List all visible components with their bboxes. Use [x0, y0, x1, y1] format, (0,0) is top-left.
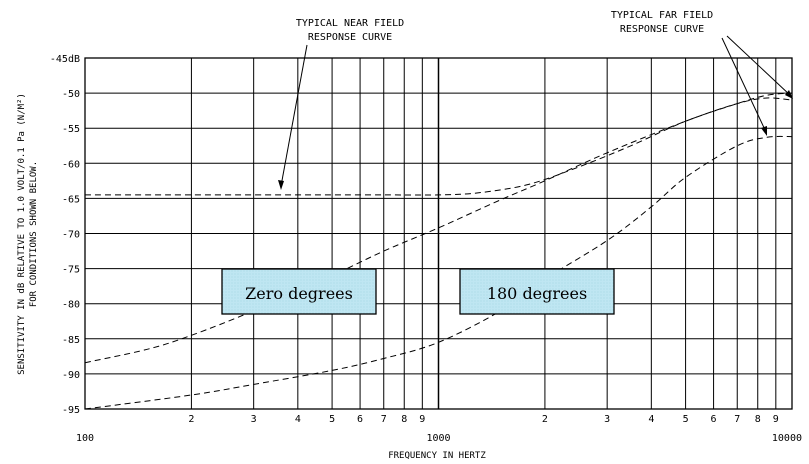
grid-lines — [85, 58, 792, 409]
far-field-label-line2: RESPONSE CURVE — [620, 24, 704, 35]
response-curve-2 — [84, 97, 793, 364]
x-minor-tick-label: 4 — [648, 414, 654, 425]
x-tick-labels: 100 1000 10000 2 3 4 5 6 7 8 9 2 3 4 5 6 7 8 9 — [76, 414, 802, 444]
far-field-label-line1: TYPICAL FAR FIELD — [611, 10, 713, 21]
far-field-arrow-head-1 — [761, 126, 767, 136]
x-tick-label: 1000 — [426, 433, 450, 444]
180-degrees-box-rect — [459, 268, 615, 315]
y-tick-label: -85 — [62, 335, 80, 346]
far-field-arrow-head-2 — [785, 90, 793, 99]
x-axis-title: FREQUENCY IN HERTZ — [388, 451, 486, 461]
x-minor-tick-label: 2 — [542, 414, 548, 425]
x-minor-tick-label: 9 — [419, 414, 425, 425]
x-minor-tick-label: 8 — [755, 414, 761, 425]
near-field-arrow-line — [280, 44, 308, 187]
response-curve-1 — [85, 92, 793, 196]
zero-degrees-box: Zero degrees — [221, 268, 377, 315]
x-tick-label: 100 — [76, 433, 94, 444]
x-minor-tick-label: 7 — [734, 414, 740, 425]
x-minor-tick-label: 2 — [188, 414, 194, 425]
x-minor-tick-label: 5 — [683, 414, 689, 425]
x-minor-tick-label: 5 — [329, 414, 335, 425]
y-tick-label: -70 — [62, 230, 80, 241]
y-tick-label: -90 — [62, 370, 80, 381]
y-tick-label: -50 — [62, 89, 80, 100]
near-field-annotation: TYPICAL NEAR FIELD RESPONSE CURVE — [278, 18, 404, 190]
near-field-label-line2: RESPONSE CURVE — [308, 32, 392, 43]
y-tick-label: -45dB — [50, 54, 80, 65]
y-tick-label: -75 — [62, 265, 80, 276]
y-tick-label: -65 — [62, 194, 80, 205]
y-tick-label: -60 — [62, 159, 80, 170]
x-minor-tick-label: 6 — [357, 414, 363, 425]
x-minor-tick-label: 3 — [251, 414, 257, 425]
y-axis-title-line1: SENSITIVITY IN dB RELATIVE TO 1.0 VOLT/0… — [17, 93, 27, 375]
y-tick-label: -80 — [62, 300, 80, 311]
near-field-label-line1: TYPICAL NEAR FIELD — [296, 18, 404, 29]
y-tick-label: -55 — [62, 124, 80, 135]
y-tick-labels: -45dB -50 -55 -60 -65 -70 -75 -80 -85 -90 -95 — [50, 54, 80, 416]
180-degrees-box: 180 degrees — [459, 268, 615, 315]
x-minor-tick-label: 9 — [773, 414, 779, 425]
far-field-arrow-line-1 — [721, 37, 767, 133]
x-minor-tick-label: 4 — [295, 414, 301, 425]
x-minor-tick-label: 8 — [401, 414, 407, 425]
far-field-annotation: TYPICAL FAR FIELD RESPONSE CURVE — [611, 10, 793, 136]
y-axis-title-line2: FOR CONDITIONS SHOWN BELOW. — [29, 161, 39, 307]
zero-degrees-label: Zero degrees — [245, 284, 353, 303]
far-field-arrow-line-2 — [726, 35, 792, 97]
x-tick-label: 10000 — [772, 433, 802, 444]
zero-degrees-box-rect — [221, 268, 377, 315]
x-minor-tick-label: 6 — [711, 414, 717, 425]
y-tick-label: -95 — [62, 405, 80, 416]
near-field-arrow-head — [278, 180, 284, 190]
180-degrees-label: 180 degrees — [487, 284, 587, 303]
x-minor-tick-label: 3 — [604, 414, 610, 425]
x-minor-tick-label: 7 — [381, 414, 387, 425]
